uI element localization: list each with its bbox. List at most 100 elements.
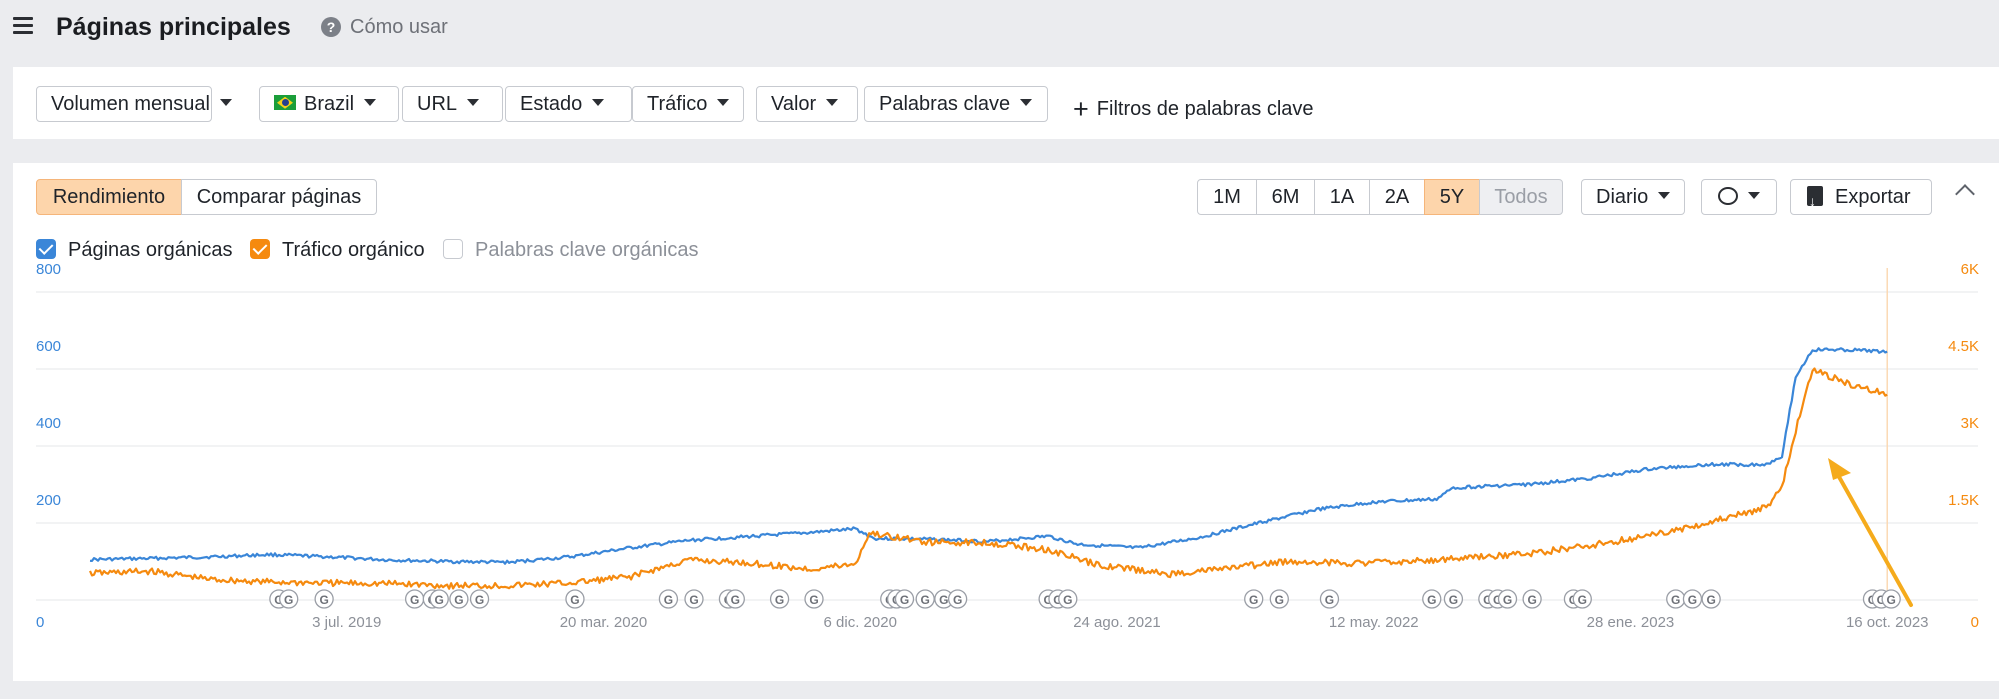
google-update-label: G [689,593,698,607]
chevron-down-icon [826,99,839,107]
add-keyword-filter-button[interactable]: + Filtros de palabras clave [1073,91,1314,124]
google-update-icon [1522,589,1542,609]
legend-toggle-pages[interactable]: Páginas orgánicas [36,238,233,262]
filter-volume-button[interactable]: Volumen mensual [36,86,232,122]
export-button[interactable]: Exportar [1790,179,1932,218]
checkbox-checked-icon[interactable] [36,238,56,259]
google-update-icon [429,589,449,609]
google-update-icon [684,589,704,609]
google-update-icon [1058,589,1078,609]
checkbox-checked-icon[interactable] [250,238,270,259]
tab-compare-pages[interactable]: Comparar páginas [181,179,377,215]
filter-country-button[interactable]: Brazil [259,86,399,122]
series-line-traffic [88,367,1888,590]
x-tick-label: 12 may. 2022 [1329,614,1419,631]
range-all: Todos [1479,179,1563,215]
google-update-icon [565,589,585,609]
filter-status-button[interactable]: Estado [505,86,632,122]
chevron-down-icon [1748,192,1760,200]
google-update-icon [1682,589,1703,609]
google-update-label: G [274,593,283,607]
legend-label-traffic: Tráfico orgánico [282,239,425,261]
google-update-icon [1443,589,1464,609]
google-update-label: G [1053,593,1062,607]
y-left-tick-label: 200 [36,492,61,509]
filter-value-button[interactable]: Valor [756,86,858,122]
performance-panel: Rendimiento Comparar páginas 1M 6M 1A 2A… [13,163,1999,681]
chevron-down-icon [219,99,232,107]
google-update-label: G [1249,593,1258,607]
google-update-label: G [1493,593,1502,607]
google-update-label: G [1527,593,1536,607]
google-update-label: G [1671,593,1680,607]
google-update-label: G [284,593,293,607]
google-update-icon [947,589,968,609]
google-update-icon [894,589,915,609]
google-update-icon [1269,589,1289,609]
legend-toggle-keywords[interactable]: Palabras clave orgánicas [443,238,699,262]
annotation-arrow-head-icon [1828,458,1851,480]
y-right-tick-label: 4.5K [1948,338,1979,355]
google-update-icon [1497,589,1518,609]
chevron-down-icon [717,99,730,107]
google-update-label: G [454,593,463,607]
filter-url-button[interactable]: URL [402,86,503,122]
filter-label: Palabras clave [879,93,1011,115]
google-update-icon [725,589,745,609]
export-label: Exportar [1835,186,1911,208]
comment-icon [1718,186,1738,205]
filter-label: Estado [520,93,583,115]
chevron-down-icon [1020,99,1033,107]
tab-performance[interactable]: Rendimiento [36,179,182,215]
filter-label: Volumen mensual [51,93,210,115]
chevron-down-icon [467,99,480,107]
plus-icon: + [1073,94,1089,124]
menu-icon[interactable] [13,17,33,35]
google-update-label: G [1886,593,1895,607]
filter-traffic-button[interactable]: Tráfico [632,86,744,122]
google-update-icon [915,589,935,609]
interval-dropdown[interactable]: Diario [1581,179,1685,215]
google-update-icon [314,589,334,609]
help-icon[interactable]: ? [321,17,341,37]
annotation-arrow-icon [1836,473,1913,607]
google-update-label: G [809,593,818,607]
legend-label-pages: Páginas orgánicas [68,239,233,261]
legend-toggle-traffic[interactable]: Tráfico orgánico [250,238,425,262]
filter-keywords-button[interactable]: Palabras clave [864,86,1048,122]
annotations-dropdown[interactable] [1701,179,1777,215]
google-update-label: G [1706,593,1715,607]
y-left-tick-label: 800 [36,261,61,278]
google-update-label: G [1449,593,1458,607]
google-update-icon [1244,589,1264,609]
google-update-label: G [410,593,419,607]
google-update-icon [1701,589,1721,609]
y-right-tick-label: 3K [1961,415,1979,432]
legend-label-keywords: Palabras clave orgánicas [475,239,699,261]
google-update-icon [804,589,824,609]
google-update-label: G [435,593,444,607]
google-update-icon [1881,589,1901,609]
y-left-tick-label: 400 [36,415,61,432]
google-update-label: G [475,593,484,607]
google-update-label: G [939,593,948,607]
google-update-label: G [775,593,784,607]
google-update-icon [1422,589,1442,609]
google-update-label: G [664,593,673,607]
x-tick-label: 6 dic. 2020 [824,614,897,631]
x-tick-label: 28 ene. 2023 [1587,614,1675,631]
filter-label: Tráfico [647,93,708,115]
google-update-label: G [1503,593,1512,607]
google-update-label: G [953,593,962,607]
google-update-label: G [1578,593,1587,607]
y-left-tick-label: 0 [36,614,44,631]
google-update-icon [658,589,679,609]
google-update-icon [1572,589,1592,609]
y-right-tick-label: 1.5K [1948,492,1979,509]
page-title: Páginas principales [56,13,291,41]
brazil-flag-icon [274,95,296,111]
help-link[interactable]: Cómo usar [350,16,448,38]
checkbox-unchecked-icon[interactable] [443,238,463,259]
google-update-label: G [1688,593,1697,607]
chevron-down-icon [1658,192,1671,200]
